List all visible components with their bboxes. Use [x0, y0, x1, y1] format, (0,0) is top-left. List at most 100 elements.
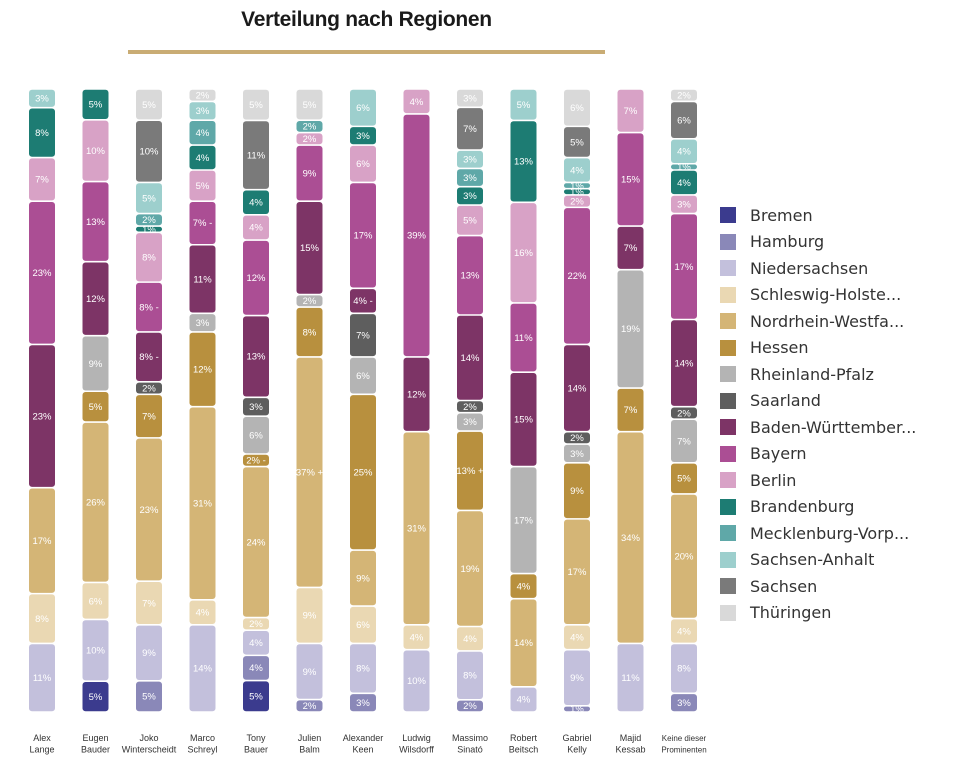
bar-segment[interactable]	[189, 120, 216, 145]
bar-segment[interactable]	[296, 120, 323, 132]
bar-segment[interactable]	[564, 432, 590, 444]
bar-segment[interactable]	[189, 89, 216, 101]
bar-segment[interactable]	[243, 417, 269, 454]
bar-segment[interactable]	[564, 89, 590, 126]
bar-segment[interactable]	[457, 627, 483, 651]
bar-segment[interactable]	[29, 108, 55, 157]
bar-segment[interactable]	[350, 127, 376, 145]
bar-segment[interactable]	[510, 687, 537, 712]
legend-item[interactable]: Berlin	[720, 467, 916, 494]
bar-segment[interactable]	[350, 145, 376, 182]
bar-segment[interactable]	[82, 620, 109, 681]
bar-segment[interactable]	[350, 694, 376, 712]
bar-segment[interactable]	[457, 108, 483, 150]
legend-item[interactable]: Saarland	[720, 388, 916, 415]
bar-segment[interactable]	[296, 357, 323, 587]
bar-segment[interactable]	[617, 644, 644, 712]
bar-segment[interactable]	[136, 382, 162, 394]
bar-segment[interactable]	[82, 336, 109, 391]
legend-item[interactable]: Mecklenburg-Vorp...	[720, 520, 916, 547]
bar-segment[interactable]	[671, 139, 697, 163]
bar-segment[interactable]	[136, 581, 162, 624]
bar-segment[interactable]	[243, 190, 269, 215]
bar-segment[interactable]	[564, 625, 590, 649]
bar-segment[interactable]	[671, 419, 697, 462]
bar-segment[interactable]	[29, 158, 55, 201]
bar-segment[interactable]	[564, 519, 590, 624]
bar-segment[interactable]	[457, 700, 483, 712]
legend-item[interactable]: Nordrhein-Westfa...	[720, 308, 916, 335]
legend-item[interactable]: Baden-Württember...	[720, 414, 916, 441]
bar-segment[interactable]	[82, 120, 109, 181]
bar-segment[interactable]	[671, 494, 697, 618]
bar-segment[interactable]	[189, 145, 216, 170]
bar-segment[interactable]	[243, 121, 269, 189]
legend-item[interactable]: Hessen	[720, 335, 916, 362]
legend-item[interactable]: Thüringen	[720, 600, 916, 627]
bar-segment[interactable]	[136, 183, 162, 213]
bar-segment[interactable]	[189, 245, 216, 313]
bar-segment[interactable]	[403, 114, 430, 357]
bar-segment[interactable]	[243, 630, 269, 655]
bar-segment[interactable]	[189, 102, 216, 120]
bar-segment[interactable]	[29, 644, 55, 712]
bar-segment[interactable]	[671, 214, 697, 319]
bar-segment[interactable]	[296, 89, 323, 120]
bar-segment[interactable]	[136, 332, 162, 382]
bar-segment[interactable]	[510, 372, 537, 466]
bar-segment[interactable]	[403, 625, 430, 649]
bar-segment[interactable]	[243, 240, 269, 315]
bar-segment[interactable]	[350, 357, 376, 394]
bar-segment[interactable]	[243, 681, 269, 712]
bar-segment[interactable]	[296, 307, 323, 357]
bar-segment[interactable]	[189, 600, 216, 624]
bar-segment[interactable]	[243, 467, 269, 617]
bar-segment[interactable]	[243, 618, 269, 630]
bar-segment[interactable]	[457, 236, 483, 315]
bar-segment[interactable]	[29, 488, 55, 593]
bar-segment[interactable]	[136, 226, 162, 232]
bar-segment[interactable]	[136, 681, 162, 712]
bar-segment[interactable]	[189, 407, 216, 600]
bar-segment[interactable]	[457, 315, 483, 400]
legend-item[interactable]: Sachsen-Anhalt	[720, 547, 916, 574]
bar-segment[interactable]	[617, 226, 644, 269]
legend-item[interactable]: Rheinland-Pfalz	[720, 361, 916, 388]
bar-segment[interactable]	[671, 644, 697, 693]
bar-segment[interactable]	[350, 183, 376, 288]
bar-segment[interactable]	[350, 606, 376, 643]
bar-segment[interactable]	[510, 121, 537, 202]
bar-segment[interactable]	[617, 270, 644, 388]
bar-segment[interactable]	[671, 463, 697, 494]
bar-segment[interactable]	[29, 345, 55, 487]
bar-segment[interactable]	[457, 187, 483, 205]
bar-segment[interactable]	[82, 89, 109, 120]
bar-segment[interactable]	[564, 345, 590, 431]
bar-segment[interactable]	[564, 195, 590, 207]
bar-segment[interactable]	[564, 189, 590, 195]
bar-segment[interactable]	[189, 314, 216, 332]
bar-segment[interactable]	[136, 282, 162, 332]
bar-segment[interactable]	[296, 201, 323, 294]
bar-segment[interactable]	[671, 170, 697, 195]
bar-segment[interactable]	[29, 201, 55, 344]
legend-item[interactable]: Bremen	[720, 202, 916, 229]
bar-segment[interactable]	[564, 127, 590, 157]
bar-segment[interactable]	[296, 133, 323, 145]
bar-segment[interactable]	[564, 208, 590, 344]
bar-segment[interactable]	[243, 215, 269, 240]
bar-segment[interactable]	[136, 233, 162, 282]
bar-segment[interactable]	[564, 650, 590, 705]
bar-segment[interactable]	[350, 89, 376, 126]
bar-segment[interactable]	[457, 413, 483, 431]
bar-segment[interactable]	[350, 314, 376, 357]
legend-item[interactable]: Brandenburg	[720, 494, 916, 521]
bar-segment[interactable]	[243, 656, 269, 680]
bar-segment[interactable]	[296, 644, 323, 699]
bar-segment[interactable]	[617, 388, 644, 431]
bar-segment[interactable]	[403, 650, 430, 712]
bar-segment[interactable]	[457, 401, 483, 412]
bar-segment[interactable]	[82, 583, 109, 619]
bar-segment[interactable]	[82, 182, 109, 261]
bar-segment[interactable]	[296, 700, 323, 712]
